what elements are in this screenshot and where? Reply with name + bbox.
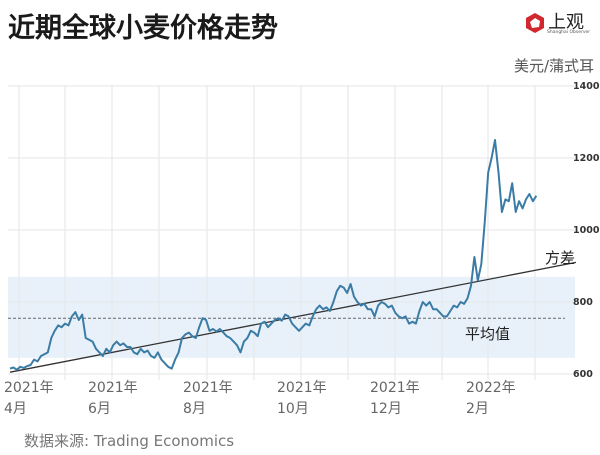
price-series [9,139,538,371]
svg-text:2021年: 2021年 [183,380,233,396]
svg-text:10月: 10月 [277,401,309,417]
svg-text:4月: 4月 [4,401,27,417]
svg-text:1400: 1400 [573,81,600,92]
svg-text:1000: 1000 [573,225,600,236]
svg-text:8月: 8月 [183,401,206,417]
svg-text:12月: 12月 [370,401,402,417]
svg-text:600: 600 [573,369,593,380]
svg-text:2021年: 2021年 [4,380,54,396]
grid-lines [8,85,575,380]
y-axis-ticks: 600 800 1000 1200 1400 [573,81,600,380]
svg-text:2021年: 2021年 [370,380,420,396]
variance-label: 方差 [545,249,575,267]
svg-text:1200: 1200 [573,153,600,164]
mean-label: 平均值 [465,325,510,343]
svg-text:6月: 6月 [88,401,111,417]
chart-title: 近期全球小麦价格走势 [8,13,278,44]
data-source: 数据来源: Trading Economics [24,432,235,450]
svg-text:800: 800 [573,297,593,308]
brand-subtitle: Shanghai Observer [547,30,591,35]
svg-text:2021年: 2021年 [88,380,138,396]
svg-text:2月: 2月 [466,401,489,417]
x-axis-ticks: 2021年 4月 2021年 6月 2021年 8月 2021年 10月 2021年 12月 202… [4,380,516,417]
brand-name: 上观 [548,12,584,33]
svg-text:2022年: 2022年 [466,380,516,396]
y-axis-unit: 美元/蒲式耳 [513,57,594,75]
brand-logo-icon [526,13,544,33]
svg-text:2021年: 2021年 [277,380,327,396]
